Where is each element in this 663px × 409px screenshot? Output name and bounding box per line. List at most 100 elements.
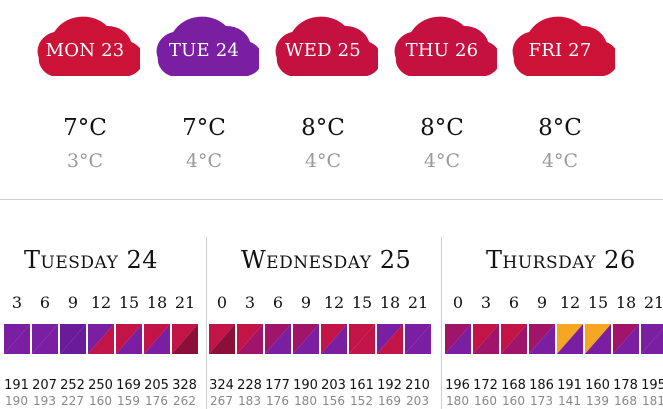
swatch-graphic xyxy=(528,323,556,355)
cloud-icon xyxy=(512,16,615,76)
hour-swatch[interactable] xyxy=(3,323,31,355)
hour-label: 0 xyxy=(452,293,464,312)
swatch-graphic xyxy=(320,323,348,355)
swatch-graphic xyxy=(500,323,528,355)
hour-swatch[interactable] xyxy=(208,323,236,355)
swatch-graphic xyxy=(640,323,663,355)
hour-swatch[interactable] xyxy=(376,323,404,355)
hour-swatch[interactable] xyxy=(556,323,584,355)
hour-label: 3 xyxy=(11,293,23,312)
hour-label: 21 xyxy=(643,293,663,312)
hour-swatch[interactable] xyxy=(236,323,264,355)
hour-value-secondary: 160 xyxy=(502,394,525,408)
hour-value-primary: 328 xyxy=(172,378,197,393)
hour-swatch[interactable] xyxy=(87,323,115,355)
day-card[interactable]: WED 25 8°C 4°C xyxy=(268,0,378,185)
hour-value-primary: 195 xyxy=(641,378,663,393)
hour-value-primary: 191 xyxy=(557,378,582,393)
hour-value-primary: 203 xyxy=(321,378,346,393)
swatch-graphic xyxy=(612,323,640,355)
hour-label: 9 xyxy=(536,293,548,312)
day-label: WED 25 xyxy=(285,40,361,61)
hour-swatch[interactable] xyxy=(115,323,143,355)
hour-value-primary: 250 xyxy=(88,378,113,393)
hour-label: 18 xyxy=(615,293,637,312)
panel-day-title: Wednesday 25 xyxy=(241,246,412,274)
hour-value-secondary: 227 xyxy=(61,394,84,408)
low-temperature: 4°C xyxy=(304,150,342,172)
hour-value-secondary: 159 xyxy=(117,394,140,408)
hour-swatch[interactable] xyxy=(348,323,376,355)
hour-value-secondary: 181 xyxy=(642,394,663,408)
hour-swatch[interactable] xyxy=(143,323,171,355)
hour-swatch[interactable] xyxy=(171,323,199,355)
day-card[interactable]: TUE 24 7°C 4°C xyxy=(149,0,259,185)
swatch-graphic xyxy=(115,323,143,355)
swatch-graphic xyxy=(59,323,87,355)
hour-label: 12 xyxy=(90,293,112,312)
cloud-badge: TUE 24 xyxy=(149,6,259,80)
swatch-graphic xyxy=(264,323,292,355)
hour-label: 3 xyxy=(244,293,256,312)
day-card[interactable]: FRI 27 8°C 4°C xyxy=(505,0,615,185)
hour-label: 9 xyxy=(300,293,312,312)
swatch-graphic xyxy=(31,323,59,355)
hour-swatch[interactable] xyxy=(500,323,528,355)
low-temperature: 4°C xyxy=(185,150,223,172)
panel-day-title: Tuesday 24 xyxy=(24,246,158,274)
hour-label: 15 xyxy=(587,293,609,312)
hour-swatch[interactable] xyxy=(640,323,663,355)
cloud-icon xyxy=(394,16,497,76)
hour-value-secondary: 203 xyxy=(406,394,429,408)
high-temperature: 8°C xyxy=(420,115,464,141)
hour-label: 9 xyxy=(67,293,79,312)
high-temperature: 8°C xyxy=(301,115,345,141)
hour-value-secondary: 180 xyxy=(446,394,469,408)
hour-value-primary: 160 xyxy=(585,378,610,393)
hour-swatch[interactable] xyxy=(404,323,432,355)
hour-swatch[interactable] xyxy=(320,323,348,355)
swatch-graphic xyxy=(292,323,320,355)
cloud-badge: FRI 27 xyxy=(505,6,615,80)
swatch-graphic xyxy=(404,323,432,355)
hour-label: 6 xyxy=(272,293,284,312)
hour-label: 6 xyxy=(508,293,520,312)
cloud-icon xyxy=(156,16,259,76)
daily-forecast-strip: MON 23 7°C 3°C TUE 24 7°C 4°C WED 25 8°C 4°C THU … xyxy=(0,0,663,200)
hour-swatch[interactable] xyxy=(292,323,320,355)
day-label: FRI 27 xyxy=(528,40,592,61)
hour-swatch[interactable] xyxy=(584,323,612,355)
swatch-graphic xyxy=(376,323,404,355)
hour-swatch[interactable] xyxy=(264,323,292,355)
hour-swatch[interactable] xyxy=(444,323,472,355)
day-card[interactable]: THU 26 8°C 4°C xyxy=(387,0,497,185)
day-card[interactable]: MON 23 7°C 3°C xyxy=(30,0,140,185)
hour-value-secondary: 180 xyxy=(294,394,317,408)
cloud-badge: MON 23 xyxy=(30,6,140,80)
high-temperature: 7°C xyxy=(63,115,107,141)
swatch-graphic xyxy=(236,323,264,355)
swatch-graphic xyxy=(444,323,472,355)
hour-swatch[interactable] xyxy=(59,323,87,355)
hour-label: 12 xyxy=(559,293,581,312)
hour-label: 21 xyxy=(407,293,429,312)
hour-label: 15 xyxy=(351,293,373,312)
swatch-graphic xyxy=(3,323,31,355)
cloud-icon xyxy=(275,16,378,76)
hour-label: 18 xyxy=(146,293,168,312)
section-divider xyxy=(0,199,663,200)
hour-swatch[interactable] xyxy=(528,323,556,355)
hour-value-secondary: 176 xyxy=(145,394,168,408)
hour-value-secondary: 176 xyxy=(266,394,289,408)
hour-value-primary: 161 xyxy=(349,378,374,393)
hour-swatch[interactable] xyxy=(612,323,640,355)
hour-value-secondary: 156 xyxy=(322,394,345,408)
hour-value-primary: 210 xyxy=(405,378,430,393)
hour-swatch[interactable] xyxy=(472,323,500,355)
panel-separator xyxy=(441,237,442,409)
hour-value-primary: 191 xyxy=(4,378,29,393)
cloud-icon xyxy=(37,16,140,76)
hour-swatch[interactable] xyxy=(31,323,59,355)
low-temperature: 4°C xyxy=(423,150,461,172)
swatch-graphic xyxy=(171,323,199,355)
